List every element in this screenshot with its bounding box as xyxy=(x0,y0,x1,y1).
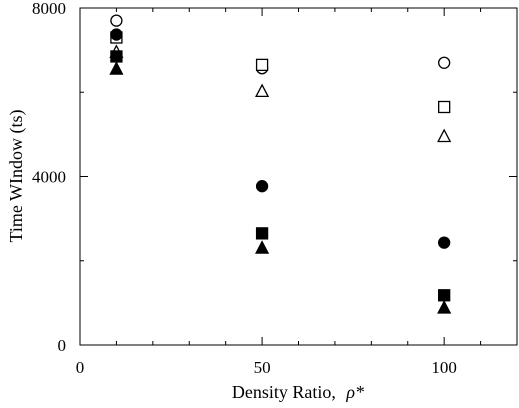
data-point-square-open xyxy=(438,100,451,114)
data-point-square-filled xyxy=(255,227,269,240)
x-tick-label: 100 xyxy=(431,358,457,377)
data-point-triangle-open xyxy=(437,128,452,143)
x-axis-label: Density Ratio, ρ* xyxy=(232,382,364,402)
data-point-triangle-filled xyxy=(109,61,124,75)
axis-ticks xyxy=(79,7,517,346)
data-point-triangle-filled xyxy=(255,240,270,254)
data-point-square-filled xyxy=(438,289,451,302)
axis-tick-labels: 0 50 100 0 4000 8000 xyxy=(32,0,457,377)
x-axis-label-symbol: ρ* xyxy=(345,382,364,402)
data-point-circle-open xyxy=(110,14,123,27)
data-point-circle-filled xyxy=(255,180,269,193)
y-tick-label: 8000 xyxy=(32,0,66,18)
data-points xyxy=(109,14,452,314)
data-point-square-open xyxy=(255,58,269,72)
y-axis-label: Time WIndow (ts) xyxy=(6,109,27,242)
plot-frame xyxy=(79,7,518,346)
x-axis-label-text: Density Ratio, xyxy=(232,382,341,402)
data-point-square-filled xyxy=(110,50,123,63)
x-tick-label: 0 xyxy=(76,358,85,377)
data-point-triangle-open xyxy=(255,83,270,98)
data-point-circle-filled xyxy=(438,236,451,249)
y-tick-label: 4000 xyxy=(32,168,66,187)
data-point-circle-open xyxy=(438,56,451,69)
data-point-triangle-filled xyxy=(437,300,452,314)
data-point-circle-filled xyxy=(110,28,123,41)
y-tick-label: 0 xyxy=(58,336,67,355)
x-tick-label: 50 xyxy=(254,358,271,377)
